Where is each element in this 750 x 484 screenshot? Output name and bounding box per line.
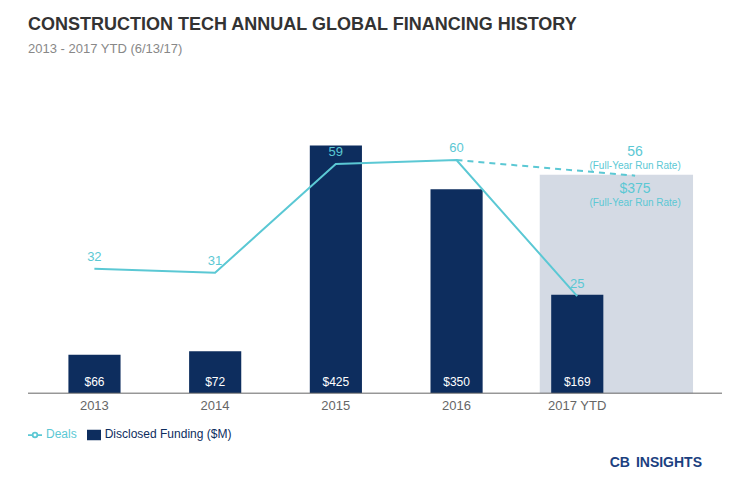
svg-text:$375: $375 xyxy=(620,180,651,196)
svg-text:$72: $72 xyxy=(205,375,225,389)
svg-text:2014: 2014 xyxy=(201,398,230,413)
svg-text:2017 YTD: 2017 YTD xyxy=(548,398,606,413)
svg-text:(Full-Year Run Rate): (Full-Year Run Rate) xyxy=(589,160,680,171)
svg-text:$425: $425 xyxy=(323,375,350,389)
html-text:CONSTRUCTION TECH ANNUAL GLOBA: CONSTRUCTION TECH ANNUAL GLOBAL FINANCIN… xyxy=(28,14,577,34)
html-text:Disclosed Funding ($M): Disclosed Funding ($M) xyxy=(104,427,232,442)
html-text:2013 - 2017 YTD (6/13/17): 2013 - 2017 YTD (6/13/17) xyxy=(28,41,183,56)
svg-text:2015: 2015 xyxy=(321,398,350,413)
html-text:CB INSIGHTS: CB INSIGHTS xyxy=(609,454,702,470)
svg-text:59: 59 xyxy=(329,144,343,159)
html-text:Deals: Deals xyxy=(46,427,77,442)
svg-text:25: 25 xyxy=(570,276,584,291)
svg-text:31: 31 xyxy=(208,253,222,268)
svg-text:2016: 2016 xyxy=(442,398,471,413)
svg-text:60: 60 xyxy=(449,140,463,155)
svg-text:32: 32 xyxy=(87,249,101,264)
svg-text:$66: $66 xyxy=(84,375,104,389)
svg-text:$350: $350 xyxy=(443,375,470,389)
svg-text:56: 56 xyxy=(627,143,643,159)
svg-text:(Full-Year Run Rate): (Full-Year Run Rate) xyxy=(589,197,680,208)
svg-text:2013: 2013 xyxy=(80,398,109,413)
svg-text:$169: $169 xyxy=(564,375,591,389)
